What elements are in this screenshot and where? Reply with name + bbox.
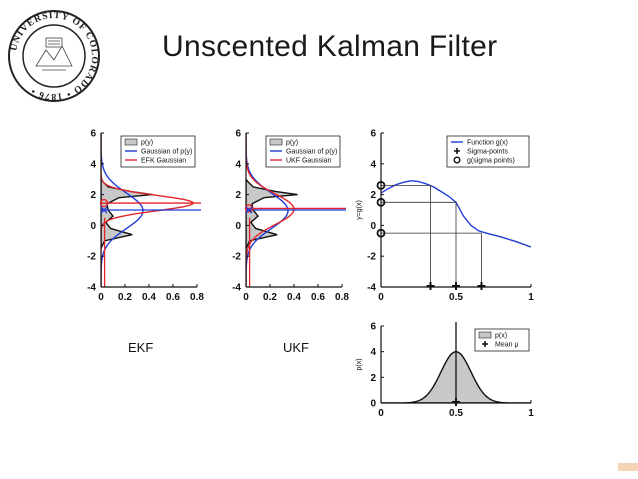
xtick-label: 0 <box>378 408 384 419</box>
y-axis-label: p(x) <box>356 358 363 370</box>
legend-label: Mean μ <box>495 342 519 349</box>
legend-swatch <box>124 138 138 146</box>
ytick-label: 2 <box>90 190 96 201</box>
chart-px: 0 2 4 6 0 0.5 1 p(x) p(x) Mean μ <box>356 322 534 420</box>
legend-label: Function g(x) <box>467 140 508 147</box>
g-sigma-point <box>376 197 386 207</box>
ukf-caption: UKF <box>283 340 309 355</box>
ytick-label: 2 <box>370 373 376 384</box>
legend-swatch <box>482 341 488 347</box>
legend-ukf: p(y) Gaussian of p(y) UKF Gaussian <box>265 135 341 168</box>
ytick-label: -2 <box>232 252 241 263</box>
xtick-label: 0.4 <box>142 292 156 303</box>
ytick-label: -4 <box>232 283 241 294</box>
legend-px: p(x) Mean μ <box>474 328 530 352</box>
legend-label: Gaussian of p(y) <box>141 149 192 156</box>
legend-gfunc: Function g(x) Sigma-points g(sigma points) <box>446 135 530 168</box>
chart-ekf: -4 -2 0 2 4 6 0 0.2 0.4 0.6 0.8 p(y) Gaussian of p(y… <box>87 129 204 304</box>
ytick-label: 6 <box>235 129 241 140</box>
legend-box <box>446 135 530 168</box>
ytick-label: -2 <box>367 252 376 263</box>
university-seal: UNIVERSITY OF COLORADO • 1876 • <box>8 10 100 102</box>
ytick-label: 4 <box>90 159 96 170</box>
g-sigma-point <box>376 180 386 190</box>
ytick-label: 2 <box>235 190 241 201</box>
xtick-label: 0 <box>243 292 249 303</box>
series-py-area <box>101 178 153 249</box>
ytick-label: 6 <box>370 322 376 333</box>
xtick-label: 1 <box>528 408 534 419</box>
ytick-label: 0 <box>90 221 96 232</box>
g-sigma-point <box>376 228 386 238</box>
chart-gfunc: -4 -2 0 2 4 6 0 0.5 1 y=g(x) Function g(x) Sigma-po… <box>356 129 534 304</box>
ytick-label: 4 <box>370 159 376 170</box>
xtick-label: 1 <box>528 292 534 303</box>
sigma-point <box>426 282 435 290</box>
xtick-label: 0.5 <box>449 292 463 303</box>
legend-swatch <box>453 156 461 164</box>
plot-area-gfunc <box>381 180 531 287</box>
ytick-label: 6 <box>90 129 96 140</box>
ytick-label: -2 <box>87 252 96 263</box>
ytick-label: 4 <box>235 159 241 170</box>
legend-label: g(sigma points) <box>467 158 515 165</box>
filter-mean-marker <box>99 198 109 208</box>
xtick-label: 0.8 <box>335 292 349 303</box>
ytick-label: -4 <box>87 283 96 294</box>
xtick-label: 0.2 <box>118 292 132 303</box>
legend-swatch <box>454 148 460 154</box>
chart-ukf: -4 -2 0 2 4 6 0 0.2 0.4 0.6 0.8 p(y) Gaussian of p(y… <box>232 129 349 304</box>
xtick-label: 0.6 <box>166 292 180 303</box>
ytick-label: 2 <box>370 190 376 201</box>
legend-label: Sigma-points <box>467 149 508 156</box>
legend-label: UKF Gaussian <box>286 158 332 165</box>
filter-mean-marker <box>244 204 254 213</box>
legend-label: p(x) <box>495 333 507 340</box>
xtick-label: 0.2 <box>263 292 277 303</box>
series-py-area <box>246 178 298 249</box>
mean-marker <box>452 398 460 406</box>
legend-swatch <box>478 331 492 339</box>
xtick-label: 0.4 <box>287 292 301 303</box>
ytick-label: 0 <box>370 399 376 410</box>
xtick-label: 0.8 <box>190 292 204 303</box>
xtick-label: 0 <box>378 292 384 303</box>
ytick-label: 6 <box>370 129 376 140</box>
y-axis-label: y=g(x) <box>356 200 363 220</box>
slide-title: Unscented Kalman Filter <box>162 30 498 63</box>
legend-label: p(y) <box>141 140 153 147</box>
ytick-label: 0 <box>370 221 376 232</box>
series-g-function <box>381 180 531 248</box>
ekf-caption: EKF <box>128 340 154 355</box>
legend-label: EFK Gaussian <box>141 158 186 165</box>
legend-label: Gaussian of p(y) <box>286 149 337 156</box>
true-mean-marker <box>245 206 253 214</box>
corner-accent <box>618 463 638 471</box>
ytick-label: -4 <box>367 283 376 294</box>
sigma-point <box>477 282 486 290</box>
true-mean-marker <box>100 206 108 214</box>
xtick-label: 0.6 <box>311 292 325 303</box>
legend-label: p(y) <box>286 140 298 147</box>
ytick-label: 0 <box>235 221 241 232</box>
sigma-point <box>452 282 460 290</box>
xtick-label: 0.5 <box>449 408 463 419</box>
xtick-label: 0 <box>98 292 104 303</box>
legend-ekf: p(y) Gaussian of p(y) EFK Gaussian <box>120 135 196 168</box>
legend-swatch <box>269 138 283 146</box>
ytick-label: 4 <box>370 347 376 358</box>
